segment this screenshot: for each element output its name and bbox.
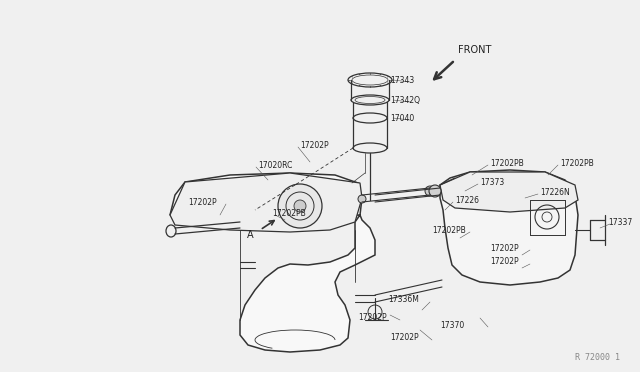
Text: 17202P: 17202P xyxy=(490,244,518,253)
Text: 17202P: 17202P xyxy=(188,198,216,206)
Text: 17202P: 17202P xyxy=(358,314,387,323)
Circle shape xyxy=(358,195,366,203)
Text: 17202PB: 17202PB xyxy=(490,158,524,167)
Text: 17336M: 17336M xyxy=(388,295,419,305)
Polygon shape xyxy=(170,173,362,232)
Circle shape xyxy=(278,184,322,228)
Circle shape xyxy=(429,185,441,197)
Text: 17202PB: 17202PB xyxy=(432,225,466,234)
Polygon shape xyxy=(440,170,578,285)
Text: 17202P: 17202P xyxy=(490,257,518,266)
Text: 17202PB: 17202PB xyxy=(272,208,306,218)
Text: 17020RC: 17020RC xyxy=(258,160,292,170)
Circle shape xyxy=(294,200,306,212)
Circle shape xyxy=(425,186,435,196)
Text: 17342Q: 17342Q xyxy=(390,96,420,105)
Text: R 72000 1: R 72000 1 xyxy=(575,353,620,362)
Text: 17202P: 17202P xyxy=(390,334,419,343)
Text: 17202PB: 17202PB xyxy=(560,158,594,167)
Text: 17370: 17370 xyxy=(440,321,464,330)
Text: 17373: 17373 xyxy=(480,177,504,186)
Polygon shape xyxy=(170,173,375,352)
Text: 17226N: 17226N xyxy=(540,187,570,196)
Text: 17040: 17040 xyxy=(390,113,414,122)
Polygon shape xyxy=(440,172,578,212)
Text: A: A xyxy=(246,230,253,240)
Text: 17226: 17226 xyxy=(455,196,479,205)
Text: 17343: 17343 xyxy=(390,76,414,84)
Text: 17202P: 17202P xyxy=(300,141,328,150)
Text: FRONT: FRONT xyxy=(458,45,492,55)
Text: 17337: 17337 xyxy=(608,218,632,227)
